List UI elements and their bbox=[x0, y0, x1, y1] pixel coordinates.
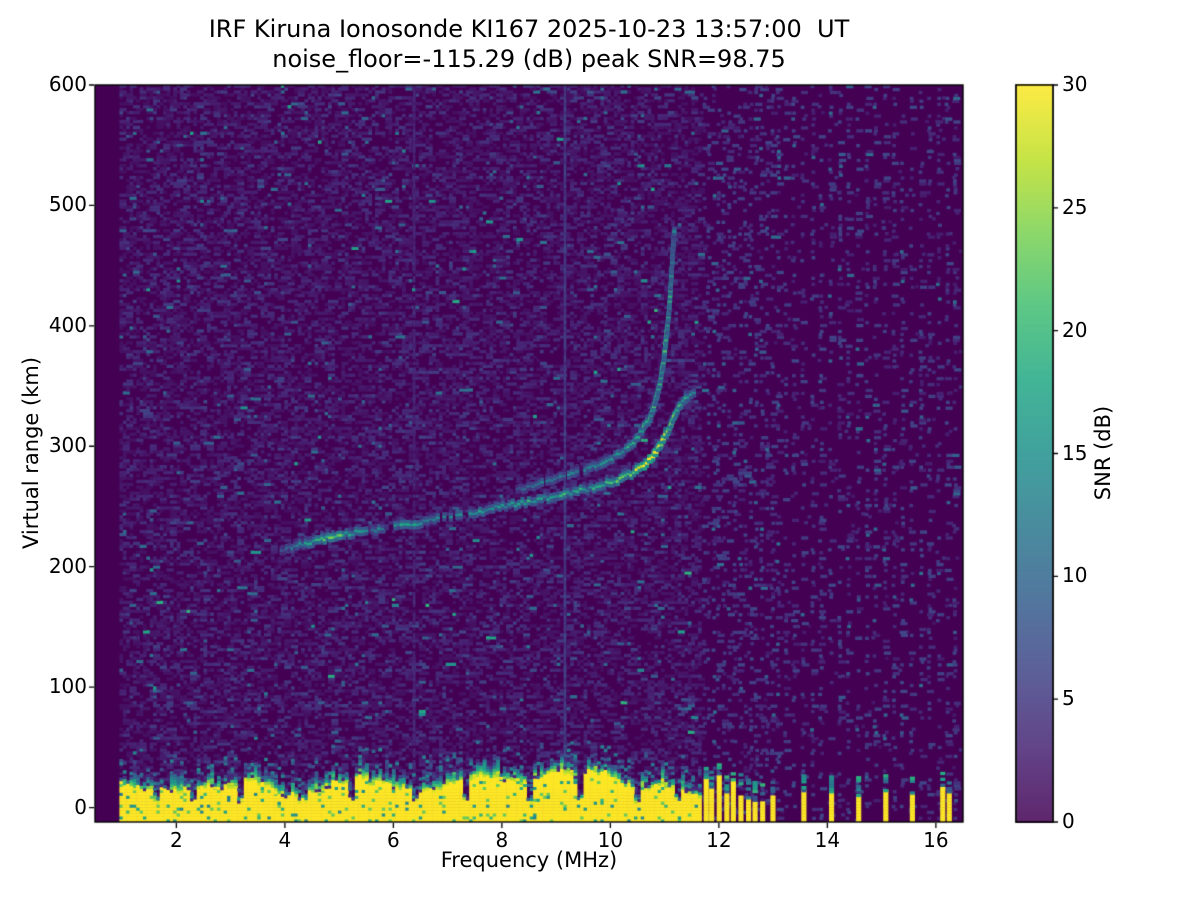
x-tick-label: 12 bbox=[706, 828, 732, 852]
x-axis-label: Frequency (MHz) bbox=[440, 848, 618, 872]
x-tick-label: 6 bbox=[387, 828, 400, 852]
colorbar-tick-label: 10 bbox=[1062, 563, 1088, 588]
x-tick-label: 2 bbox=[170, 828, 183, 852]
x-tick-label: 4 bbox=[278, 828, 292, 852]
y-tick-label: 500 bbox=[48, 192, 87, 217]
y-tick-label: 100 bbox=[48, 674, 87, 699]
y-tick-label: 300 bbox=[48, 433, 87, 458]
y-tick-label: 200 bbox=[48, 553, 87, 578]
colorbar-label: SNR (dB) bbox=[1091, 405, 1115, 501]
colorbar-tick-label: 15 bbox=[1062, 440, 1088, 465]
x-tick-label: 8 bbox=[495, 828, 509, 852]
plot-title: IRF Kiruna Ionosonde KI167 2025-10-23 13… bbox=[208, 15, 850, 43]
colorbar-tick-label: 0 bbox=[1062, 809, 1075, 833]
x-tick-label: 16 bbox=[923, 828, 949, 852]
colorbar-tick-label: 5 bbox=[1062, 686, 1075, 711]
y-tick-label: 0 bbox=[74, 794, 87, 819]
x-tick-label: 14 bbox=[814, 828, 841, 852]
colorbar-tick-label: 25 bbox=[1062, 194, 1088, 219]
y-tick-label: 400 bbox=[48, 312, 87, 337]
x-tick-label: 10 bbox=[597, 828, 624, 852]
colorbar-tick-label: 30 bbox=[1062, 72, 1088, 96]
plot-subtitle: noise_floor=-115.29 (dB) peak SNR=98.75 bbox=[272, 45, 786, 73]
y-tick-label: 600 bbox=[48, 72, 87, 96]
colorbar-tick-label: 20 bbox=[1062, 317, 1088, 342]
